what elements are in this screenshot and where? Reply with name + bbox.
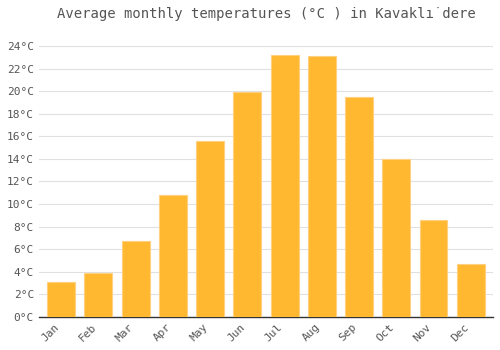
Bar xyxy=(345,97,373,317)
Bar xyxy=(122,241,150,317)
Bar xyxy=(420,220,448,317)
Bar xyxy=(270,55,298,317)
Bar xyxy=(84,273,112,317)
Bar xyxy=(382,159,410,317)
Title: Average monthly temperatures (°C ) in Kavaklı̇dere: Average monthly temperatures (°C ) in Ka… xyxy=(56,7,476,21)
Bar xyxy=(457,264,484,317)
Bar xyxy=(159,195,187,317)
Bar xyxy=(47,282,75,317)
Bar xyxy=(308,56,336,317)
Bar xyxy=(234,92,262,317)
Bar xyxy=(196,141,224,317)
